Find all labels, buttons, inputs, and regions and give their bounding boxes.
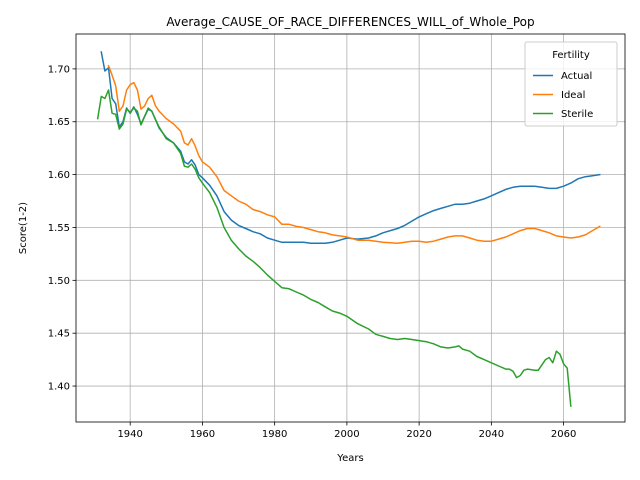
legend-title: Fertility [552, 50, 590, 61]
x-axis-label: Years [336, 453, 363, 464]
legend: Fertility Actual Ideal Sterile [524, 41, 618, 127]
legend-label-sterile: Sterile [561, 109, 593, 120]
x-tick-label: 2000 [334, 429, 359, 440]
grid [76, 34, 625, 422]
y-tick-label: 1.60 [48, 170, 70, 181]
y-tick-label: 1.65 [48, 117, 70, 128]
legend-box [524, 41, 618, 127]
y-tick-label: 1.70 [48, 64, 70, 75]
y-tick-label: 1.50 [48, 276, 70, 287]
legend-entries: Actual Ideal Sterile [533, 71, 593, 120]
x-tick-label: 2060 [551, 429, 576, 440]
x-tick-label: 1960 [190, 429, 215, 440]
chart-title: Average_CAUSE_OF_RACE_DIFFERENCES_WILL_o… [166, 15, 534, 29]
axis-ticks: 1940 1960 1980 2000 2020 2040 2060 1.40 1.45 1.50… [48, 64, 577, 440]
legend-label-actual: Actual [561, 71, 592, 82]
x-tick-label: 1940 [117, 429, 142, 440]
x-tick-label: 2040 [479, 429, 504, 440]
plot-frame [75, 33, 626, 423]
y-tick-label: 1.45 [48, 329, 70, 340]
x-tick-label: 1980 [262, 429, 287, 440]
y-tick-label: 1.40 [48, 382, 70, 393]
x-tick-label: 2020 [406, 429, 431, 440]
series-layer [96, 51, 601, 407]
y-tick-label: 1.55 [48, 223, 70, 234]
series-line-sterile [96, 89, 572, 407]
y-axis-label: Score(1-2) [18, 202, 29, 254]
legend-label-ideal: Ideal [561, 90, 585, 101]
series-line-ideal [107, 64, 601, 245]
